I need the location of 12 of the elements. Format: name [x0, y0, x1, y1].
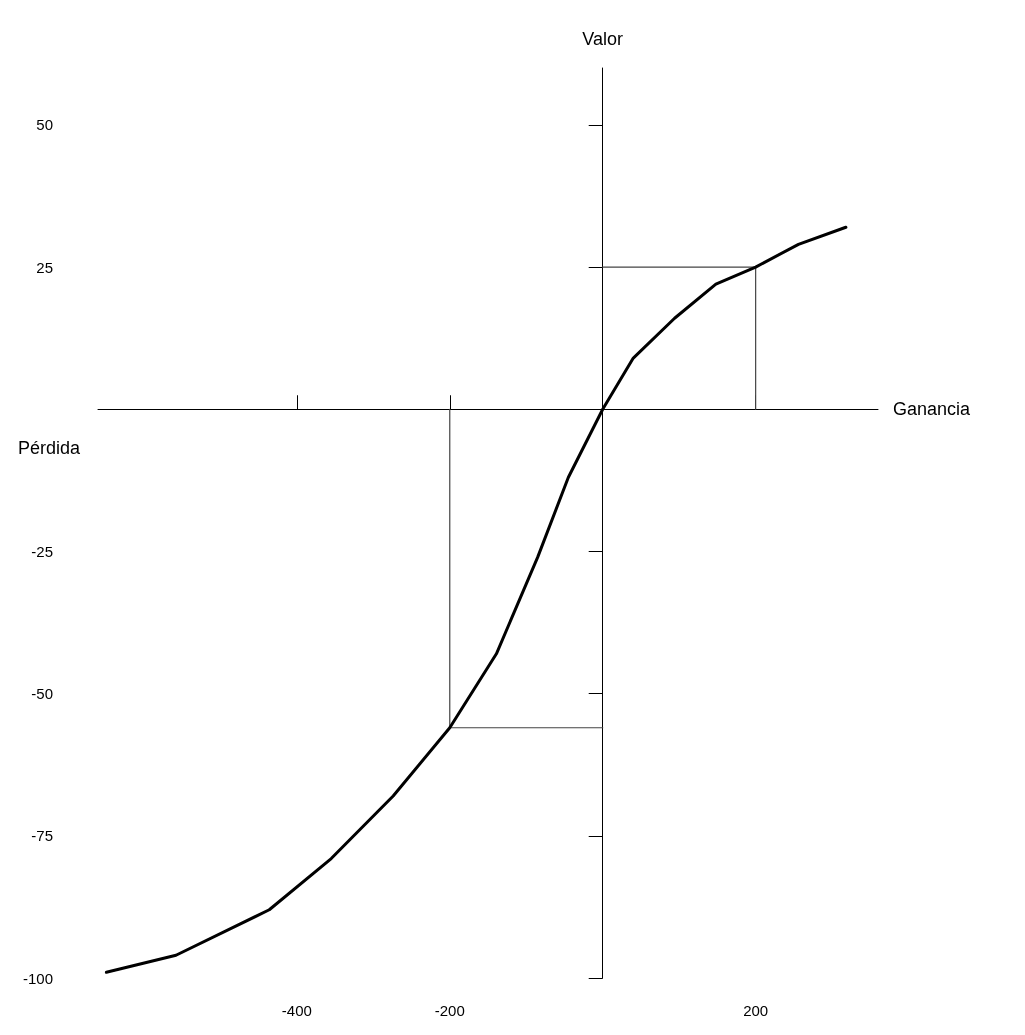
x-axis-title: Ganancia [893, 399, 972, 420]
y-tick-label: 25 [36, 258, 53, 276]
y-axis-title: Valor [582, 29, 624, 49]
y-tick-label: -100 [22, 969, 53, 987]
x-tick-label: -200 [434, 1002, 465, 1019]
x-tick-label: -400 [281, 1002, 312, 1019]
y-tick-label: -75 [31, 827, 53, 845]
y-tick-label: -50 [31, 685, 53, 703]
y-tick-label: 50 [36, 116, 53, 134]
y-tick-label: -25 [31, 542, 53, 560]
text: Pérdida [18, 438, 82, 459]
x-tick-label: 200 [743, 1002, 769, 1019]
